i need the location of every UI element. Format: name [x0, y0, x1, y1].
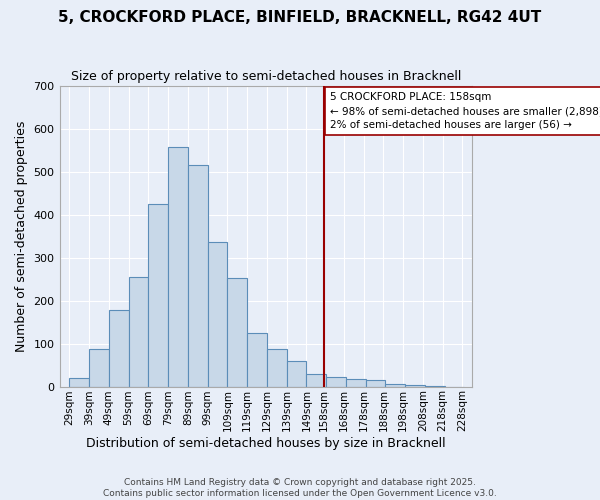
- Bar: [148, 204, 168, 386]
- Bar: [365, 380, 385, 386]
- Bar: [109, 310, 128, 386]
- Bar: [287, 360, 307, 386]
- Bar: [307, 374, 326, 386]
- Title: Size of property relative to semi-detached houses in Bracknell: Size of property relative to semi-detach…: [71, 70, 461, 83]
- Bar: [227, 278, 247, 386]
- Text: Contains HM Land Registry data © Crown copyright and database right 2025.
Contai: Contains HM Land Registry data © Crown c…: [103, 478, 497, 498]
- Bar: [208, 242, 227, 386]
- Text: 5, CROCKFORD PLACE, BINFIELD, BRACKNELL, RG42 4UT: 5, CROCKFORD PLACE, BINFIELD, BRACKNELL,…: [58, 10, 542, 25]
- Bar: [168, 147, 188, 386]
- Text: 5 CROCKFORD PLACE: 158sqm
← 98% of semi-detached houses are smaller (2,898)
2% o: 5 CROCKFORD PLACE: 158sqm ← 98% of semi-…: [330, 92, 600, 130]
- Bar: [70, 378, 89, 386]
- Bar: [188, 165, 208, 386]
- Bar: [267, 348, 287, 387]
- Bar: [326, 377, 346, 386]
- Bar: [128, 277, 148, 386]
- Bar: [89, 348, 109, 387]
- X-axis label: Distribution of semi-detached houses by size in Bracknell: Distribution of semi-detached houses by …: [86, 437, 446, 450]
- Bar: [385, 384, 405, 386]
- Bar: [247, 333, 267, 386]
- Y-axis label: Number of semi-detached properties: Number of semi-detached properties: [15, 120, 28, 352]
- Bar: [346, 379, 365, 386]
